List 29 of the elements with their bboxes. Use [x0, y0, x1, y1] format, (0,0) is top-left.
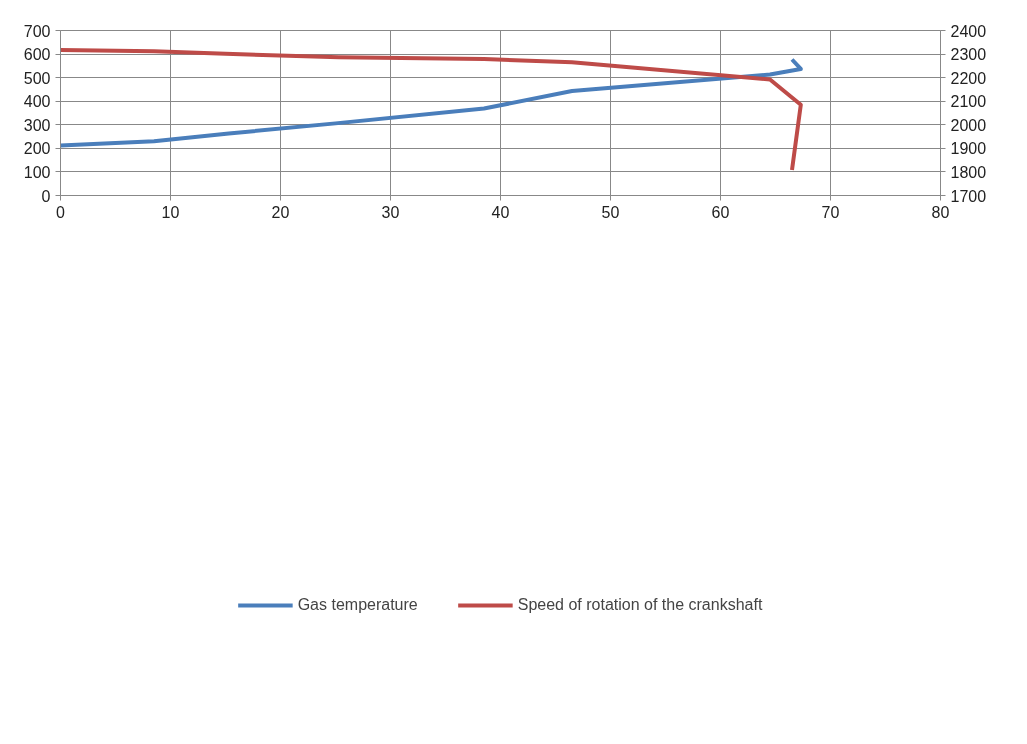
x-tick-label: 10	[161, 203, 180, 221]
y2-tick-label: 1900	[950, 140, 987, 158]
y-tick-label: 600	[23, 46, 51, 64]
x-tick-label: 80	[931, 203, 950, 221]
y2-tick-label: 2400	[950, 22, 987, 40]
y-tick-label: 400	[23, 93, 51, 111]
line-series	[60, 48, 803, 173]
x-tick-label: 50	[601, 203, 620, 221]
x-tick-label: 20	[271, 203, 290, 221]
y-tick-label: 700	[23, 22, 51, 40]
x-tick-label: 30	[381, 203, 400, 221]
y2-tick-label: 2200	[950, 69, 987, 87]
legend-label: Gas temperature	[297, 596, 418, 614]
legend-label: Speed of rotation of the crankshaft	[517, 596, 763, 614]
x-tick-label: 60	[711, 203, 730, 221]
y-tick-label: 200	[23, 140, 51, 158]
y-tick-label: 300	[23, 116, 51, 134]
x-tick-label: 0	[56, 203, 66, 221]
y2-tick-label: 1700	[950, 187, 987, 205]
y2-tick-label: 2000	[950, 116, 987, 134]
x-tick-label: 40	[491, 203, 510, 221]
y-tick-label: 100	[23, 163, 51, 181]
y2-tick-label: 1800	[950, 163, 987, 181]
x-tick-label: 70	[821, 203, 840, 221]
line-series	[60, 57, 803, 148]
y-tick-label: 500	[23, 69, 51, 87]
y2-tick-label: 2300	[950, 46, 987, 64]
y-tick-label: 0	[41, 187, 51, 205]
y2-tick-label: 2100	[950, 93, 987, 111]
